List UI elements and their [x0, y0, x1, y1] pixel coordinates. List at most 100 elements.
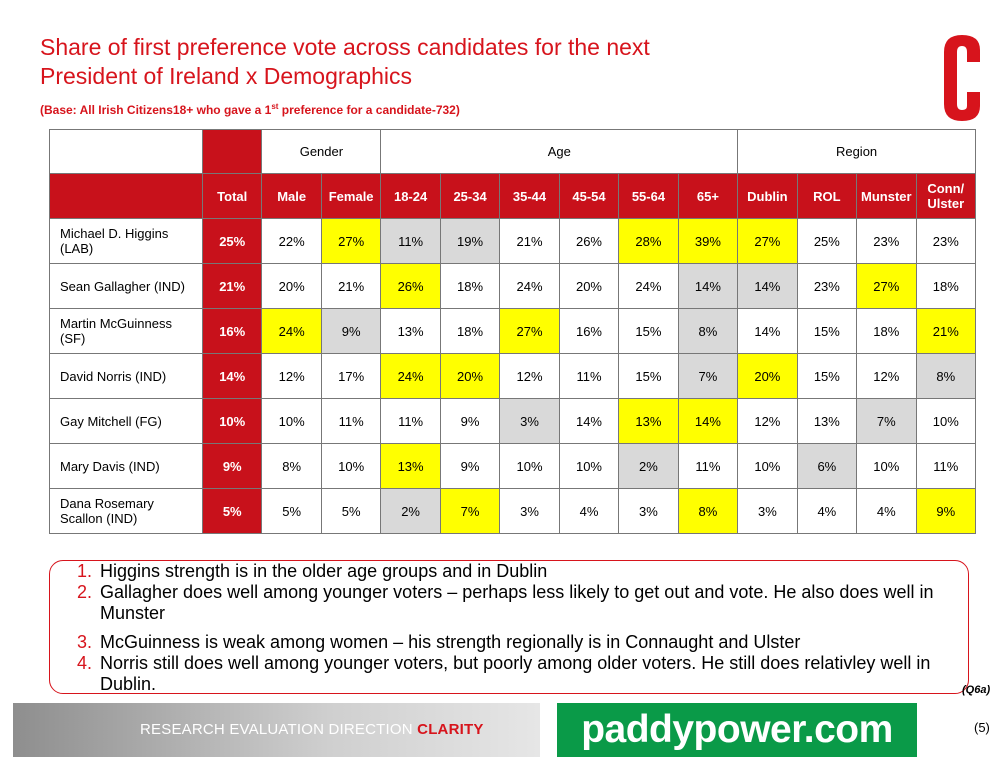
value-cell: 18% — [916, 264, 976, 309]
value-cell: 18% — [857, 309, 917, 354]
base-superscript: st — [271, 102, 279, 111]
value-cell: 24% — [619, 264, 679, 309]
note-item: 3. McGuinness is weak among women – his s… — [62, 632, 952, 653]
note-text: Norris still does well among younger vot… — [100, 653, 931, 694]
total-cell: 9% — [203, 444, 263, 489]
value-cell: 24% — [500, 264, 560, 309]
value-cell: 3% — [619, 489, 679, 534]
value-cell: 13% — [381, 309, 441, 354]
value-cell: 4% — [857, 489, 917, 534]
total-cell: 21% — [203, 264, 263, 309]
tagline: RESEARCH EVALUATION DIRECTION CLARITY — [140, 721, 484, 738]
value-cell: 4% — [797, 489, 858, 534]
corner-cell — [50, 130, 203, 174]
question-ref: (Q6a) — [962, 684, 991, 696]
value-cell: 23% — [857, 219, 917, 264]
header-name-cell — [50, 174, 203, 219]
value-cell: 9% — [321, 309, 382, 354]
value-cell: 24% — [381, 354, 441, 399]
value-cell: 12% — [262, 354, 322, 399]
value-cell: 12% — [500, 354, 560, 399]
value-cell: 18% — [440, 309, 501, 354]
total-cell: 25% — [203, 219, 263, 264]
value-cell: 21% — [500, 219, 560, 264]
value-cell: 13% — [381, 444, 441, 489]
candidate-name: Martin McGuinness (SF) — [50, 309, 203, 354]
candidate-name: Mary Davis (IND) — [50, 444, 203, 489]
note-text: Gallagher does well among younger voters… — [100, 582, 934, 623]
value-cell: 15% — [619, 354, 679, 399]
value-cell: 15% — [619, 309, 679, 354]
value-cell: 22% — [262, 219, 322, 264]
value-cell: 14% — [678, 264, 739, 309]
note-item: 1. Higgins strength is in the older age g… — [62, 561, 952, 582]
value-cell: 11% — [381, 399, 441, 444]
value-cell: 15% — [797, 354, 858, 399]
column-header: ROL — [797, 174, 858, 219]
value-cell: 5% — [321, 489, 382, 534]
value-cell: 21% — [321, 264, 382, 309]
note-item: 4. Norris still does well among younger v… — [62, 653, 952, 695]
value-cell: 10% — [321, 444, 382, 489]
value-cell: 14% — [559, 399, 620, 444]
notes-box: 1. Higgins strength is in the older age g… — [49, 560, 969, 694]
candidate-name: Michael D. Higgins (LAB) — [50, 219, 203, 264]
column-header: Conn/ Ulster — [916, 174, 976, 219]
group-header: Region — [738, 130, 976, 174]
column-header: Male — [262, 174, 322, 219]
note-text: Higgins strength is in the older age gro… — [100, 561, 548, 581]
total-cell: 16% — [203, 309, 263, 354]
tagline-text: RESEARCH EVALUATION DIRECTION — [140, 721, 418, 738]
column-header: Dublin — [738, 174, 798, 219]
value-cell: 7% — [678, 354, 739, 399]
value-cell: 5% — [262, 489, 322, 534]
value-cell: 14% — [738, 309, 798, 354]
value-cell: 14% — [678, 399, 739, 444]
column-header: Total — [203, 174, 263, 219]
note-number: 2. — [76, 582, 92, 602]
column-header: 65+ — [678, 174, 739, 219]
logo — [944, 35, 980, 121]
value-cell: 39% — [678, 219, 739, 264]
value-cell: 20% — [262, 264, 322, 309]
value-cell: 7% — [440, 489, 501, 534]
total-cell: 5% — [203, 489, 263, 534]
value-cell: 15% — [797, 309, 858, 354]
value-cell: 12% — [857, 354, 917, 399]
column-header: 25-34 — [440, 174, 501, 219]
value-cell: 10% — [916, 399, 976, 444]
column-header: Munster — [857, 174, 917, 219]
total-cell: 10% — [203, 399, 263, 444]
column-header: 18-24 — [381, 174, 441, 219]
value-cell: 9% — [916, 489, 976, 534]
value-cell: 4% — [559, 489, 620, 534]
title-line: President of Ireland x Demographics — [40, 63, 413, 89]
value-cell: 23% — [916, 219, 976, 264]
value-cell: 11% — [559, 354, 620, 399]
value-cell: 28% — [619, 219, 679, 264]
value-cell: 12% — [738, 399, 798, 444]
value-cell: 27% — [321, 219, 382, 264]
page-number: (5) — [974, 720, 990, 735]
column-header: 55-64 — [619, 174, 679, 219]
value-cell: 10% — [857, 444, 917, 489]
value-cell: 9% — [440, 444, 501, 489]
candidate-name: Dana Rosemary Scallon (IND) — [50, 489, 203, 534]
value-cell: 14% — [738, 264, 798, 309]
value-cell: 26% — [381, 264, 441, 309]
base-text: (Base: All Irish Citizens18+ who gave a … — [40, 103, 272, 117]
value-cell: 13% — [619, 399, 679, 444]
value-cell: 2% — [619, 444, 679, 489]
value-cell: 10% — [559, 444, 620, 489]
value-cell: 8% — [678, 489, 739, 534]
value-cell: 21% — [916, 309, 976, 354]
value-cell: 18% — [440, 264, 501, 309]
value-cell: 10% — [738, 444, 798, 489]
value-cell: 27% — [500, 309, 560, 354]
value-cell: 19% — [440, 219, 501, 264]
value-cell: 8% — [262, 444, 322, 489]
value-cell: 2% — [381, 489, 441, 534]
value-cell: 16% — [559, 309, 620, 354]
value-cell: 25% — [797, 219, 858, 264]
value-cell: 20% — [559, 264, 620, 309]
